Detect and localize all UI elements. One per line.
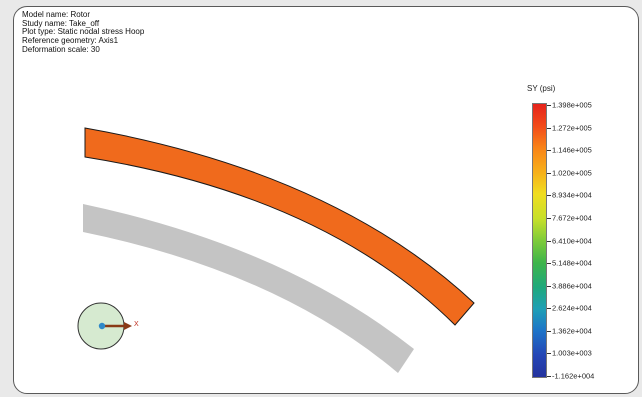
- legend-tick-mark: [547, 105, 551, 106]
- legend-tick-mark: [547, 217, 551, 219]
- coordinate-triad: X: [77, 302, 139, 350]
- legend-tick-mark: [547, 353, 551, 355]
- legend-title: SY (psi): [527, 84, 556, 93]
- legend-tick-mark: [547, 150, 551, 152]
- model-view[interactable]: X: [14, 7, 639, 394]
- legend-tick-mark: [547, 127, 551, 129]
- legend-tick-mark: [547, 308, 551, 310]
- legend-tick-mark: [547, 263, 551, 265]
- legend-tick-label: 8.934e+004: [552, 190, 592, 200]
- legend-tick-mark: [547, 240, 551, 242]
- legend-tick-label: 1.398e+005: [552, 100, 592, 110]
- stress-colorbar: [532, 103, 547, 378]
- deformed-stress-shape: [84, 127, 475, 326]
- triad-arrow-head: [124, 322, 132, 330]
- legend-tick-label: 7.672e+004: [552, 213, 592, 223]
- legend-tick-label: -1.162e+004: [552, 371, 595, 381]
- legend-tick-label: 1.362e+004: [552, 326, 592, 336]
- legend-tick-mark: [547, 172, 551, 174]
- legend-tick-label: 1.020e+005: [552, 168, 592, 178]
- reference-geometry-text: Reference geometry: Axis1: [22, 36, 119, 46]
- legend-tick-mark: [547, 376, 551, 377]
- undeformed-shape: [83, 204, 414, 373]
- legend-tick-mark: [547, 285, 551, 287]
- triad-axis-label: X: [134, 321, 139, 328]
- legend-tick-label: 3.886e+004: [552, 281, 592, 291]
- legend-tick-label: 6.410e+004: [552, 236, 592, 245]
- deformation-scale-text: Deformation scale: 30: [22, 44, 100, 54]
- legend-tick-label: 1.272e+005: [552, 123, 592, 133]
- legend-tick-label: 5.148e+004: [552, 258, 592, 268]
- legend-tick-mark: [547, 330, 551, 332]
- plot-info-block: Model name: Rotor Study name: Take_off P…: [22, 10, 145, 55]
- legend-tick-label: 1.146e+005: [552, 145, 592, 155]
- legend-tick-label: 1.003e+003: [552, 348, 592, 358]
- plot-type-text: Plot type: Static nodal stress Hoop: [22, 27, 145, 37]
- viewport-frame: Model name: Rotor Study name: Take_off P…: [13, 6, 639, 394]
- model-name-text: Model name: Rotor: [22, 10, 91, 19]
- triad-y-dot: [98, 322, 106, 330]
- study-name-text: Study name: Take_off: [22, 18, 100, 28]
- legend-tick-label: 2.624e+004: [552, 303, 592, 313]
- legend-tick-mark: [547, 195, 551, 197]
